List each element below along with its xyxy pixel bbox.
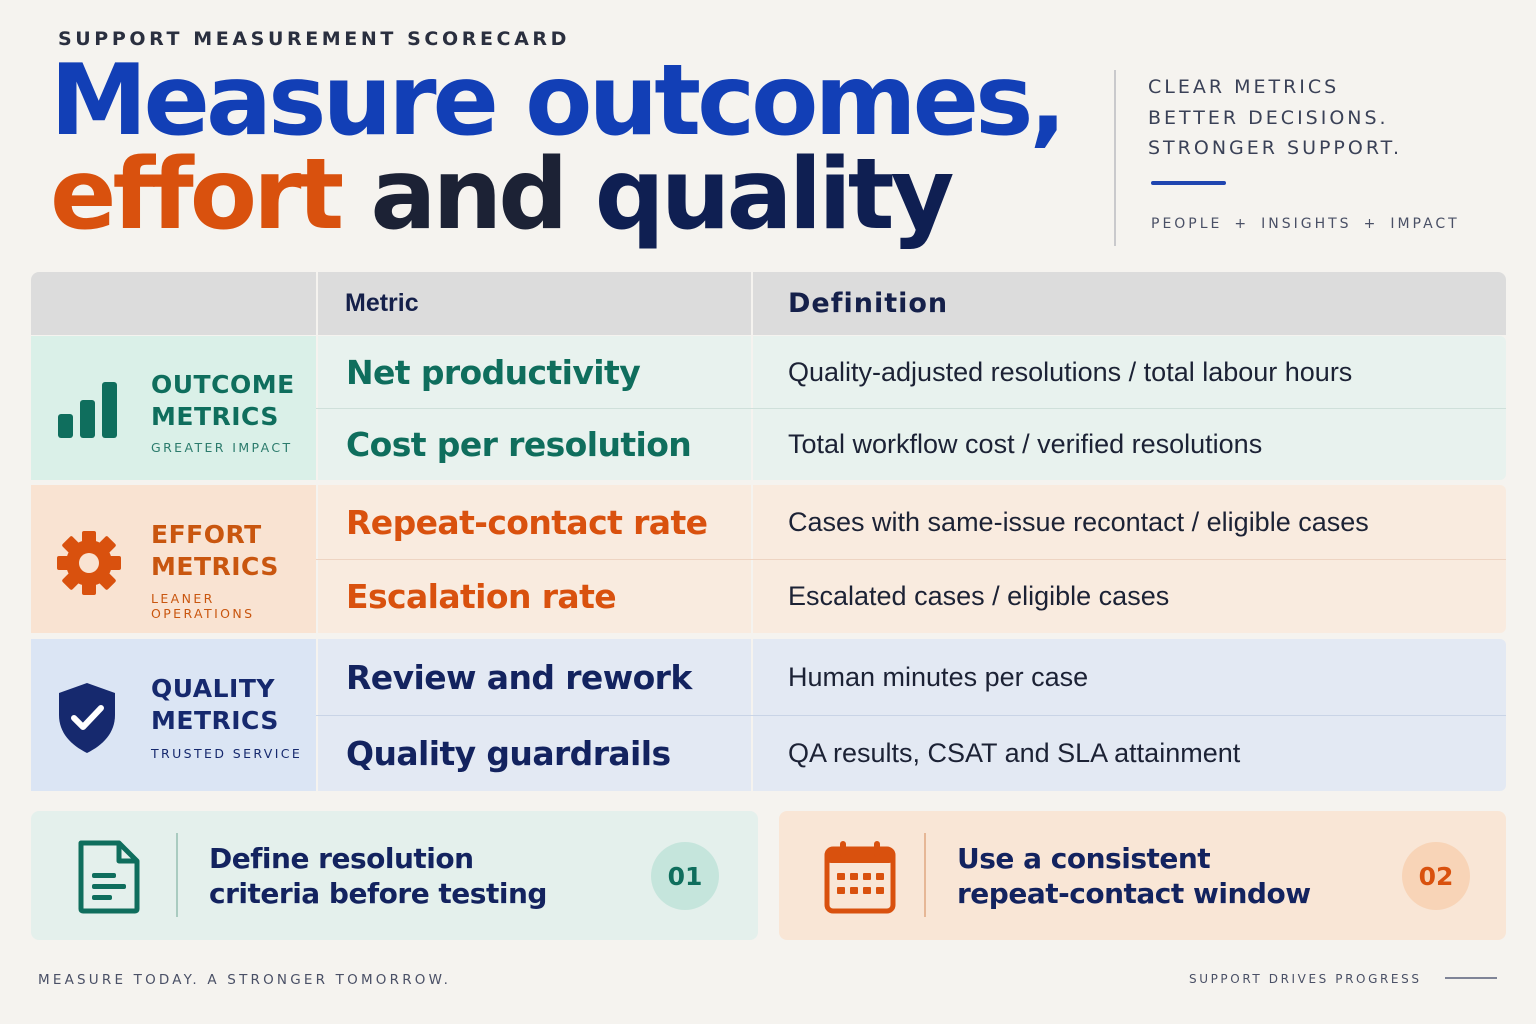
table-row: Cost per resolution Total workflow cost … [316, 408, 1506, 480]
bar-chart-icon [58, 382, 117, 438]
group-label: QUALITY METRICS TRUSTED SERVICE [31, 639, 316, 791]
group-subtitle: TRUSTED SERVICE [151, 746, 303, 761]
headline: Measure outcomes, effort and quality [50, 44, 1067, 244]
metric-name: Repeat-contact rate [346, 502, 708, 542]
row-divider [316, 408, 1506, 409]
group-effort-metrics: EFFORT METRICS LEANER OPERATIONS Repeat-… [31, 485, 1506, 633]
eyebrow: SUPPORT MEASUREMENT SCORECARD [58, 28, 570, 50]
table-row: Escalation rate Escalated cases / eligib… [316, 559, 1506, 633]
card-number-badge: 02 [1402, 842, 1470, 910]
group-title-line: QUALITY [151, 674, 276, 703]
footer-slogan: MEASURE TODAY. A STRONGER TOMORROW. [38, 972, 452, 988]
group-subtitle: LEANER OPERATIONS [151, 591, 255, 621]
group-title: QUALITY METRICS [151, 673, 279, 737]
tagline-line-1: CLEAR METRICS [1148, 76, 1340, 98]
metric-name: Cost per resolution [346, 424, 692, 464]
header-definition: Definition [788, 288, 949, 319]
column-divider [316, 272, 318, 335]
card-number-badge: 01 [651, 842, 719, 910]
metric-definition: Quality-adjusted resolutions / total lab… [788, 356, 1353, 387]
headline-line-2: effort and quality [50, 146, 1063, 244]
group-quality-metrics: QUALITY METRICS TRUSTED SERVICE Review a… [31, 639, 1506, 791]
metric-name: Quality guardrails [346, 733, 671, 773]
pillar-insights: INSIGHTS [1261, 216, 1352, 232]
group-outcome-metrics: OUTCOME METRICS GREATER IMPACT Net produ… [31, 336, 1506, 480]
table-header: Metric Definition [31, 272, 1506, 335]
tagline-accent-bar [1151, 181, 1226, 185]
metric-definition: Escalated cases / eligible cases [788, 580, 1170, 611]
metric-name: Escalation rate [346, 576, 617, 616]
tip-card-resolution-criteria: Define resolution criteria before testin… [31, 811, 758, 940]
group-title-line: METRICS [151, 552, 279, 581]
card-text-line: Use a consistent [957, 842, 1211, 875]
group-title: EFFORT METRICS [151, 519, 279, 583]
metrics-table: Metric Definition OUTCOME METRICS GREATE… [31, 272, 1506, 791]
metric-name: Net productivity [346, 352, 641, 392]
group-label: OUTCOME METRICS GREATER IMPACT [31, 336, 316, 480]
card-text-line: repeat-contact window [957, 877, 1311, 910]
footer-accent-line [1445, 977, 1497, 979]
group-subtitle: GREATER IMPACT [151, 440, 293, 455]
tagline-line-3: STRONGER SUPPORT. [1148, 137, 1403, 159]
headline-line-1: Measure outcomes, [50, 44, 1067, 158]
metric-definition: Total workflow cost / verified resolutio… [788, 428, 1263, 459]
group-label: EFFORT METRICS LEANER OPERATIONS [31, 485, 316, 633]
card-divider [176, 833, 178, 917]
headline-word-effort: effort [50, 138, 344, 252]
card-divider [924, 833, 926, 917]
tagline-line-2: BETTER DECISIONS. [1148, 106, 1389, 129]
table-row: Repeat-contact rate Cases with same-issu… [316, 485, 1506, 559]
tip-card-repeat-contact-window: Use a consistent repeat-contact window 0… [779, 811, 1506, 940]
group-title-line: METRICS [151, 706, 279, 735]
table-row: Review and rework Human minutes per case [316, 639, 1506, 715]
document-icon [78, 840, 140, 914]
card-text: Define resolution criteria before testin… [209, 841, 547, 911]
group-title-line: METRICS [151, 402, 279, 431]
group-title: OUTCOME METRICS [151, 369, 295, 433]
header-metric: Metric [345, 289, 419, 317]
pillar-impact: IMPACT [1390, 216, 1460, 232]
row-divider [316, 559, 1506, 560]
metric-name: Review and rework [346, 657, 692, 697]
pillar-people: PEOPLE [1151, 216, 1223, 232]
table-row: Net productivity Quality-adjusted resolu… [316, 336, 1506, 408]
shield-check-icon [59, 683, 115, 753]
headline-word-and: and [370, 138, 568, 252]
row-divider [316, 715, 1506, 716]
pillar-separator: + [1234, 216, 1250, 232]
pillars: PEOPLE + INSIGHTS + IMPACT [1151, 216, 1460, 232]
card-text-line: criteria before testing [209, 877, 547, 910]
pillar-separator: + [1363, 216, 1379, 232]
group-title-line: EFFORT [151, 520, 262, 549]
group-title-line: OUTCOME [151, 370, 295, 399]
column-divider [751, 272, 753, 335]
metric-definition: Human minutes per case [788, 661, 1089, 692]
card-text: Use a consistent repeat-contact window [957, 841, 1311, 911]
header-divider [1114, 70, 1116, 246]
tagline: CLEAR METRICS BETTER DECISIONS. STRONGER… [1148, 72, 1402, 164]
footer-tagline: SUPPORT DRIVES PROGRESS [1189, 972, 1422, 986]
card-text-line: Define resolution [209, 842, 474, 875]
gear-icon [57, 531, 121, 595]
headline-word-quality: quality [594, 138, 955, 252]
metric-definition: Cases with same-issue recontact / eligib… [788, 506, 1369, 537]
metric-definition: QA results, CSAT and SLA attainment [788, 737, 1241, 768]
table-row: Quality guardrails QA results, CSAT and … [316, 715, 1506, 791]
calendar-icon [824, 841, 896, 914]
